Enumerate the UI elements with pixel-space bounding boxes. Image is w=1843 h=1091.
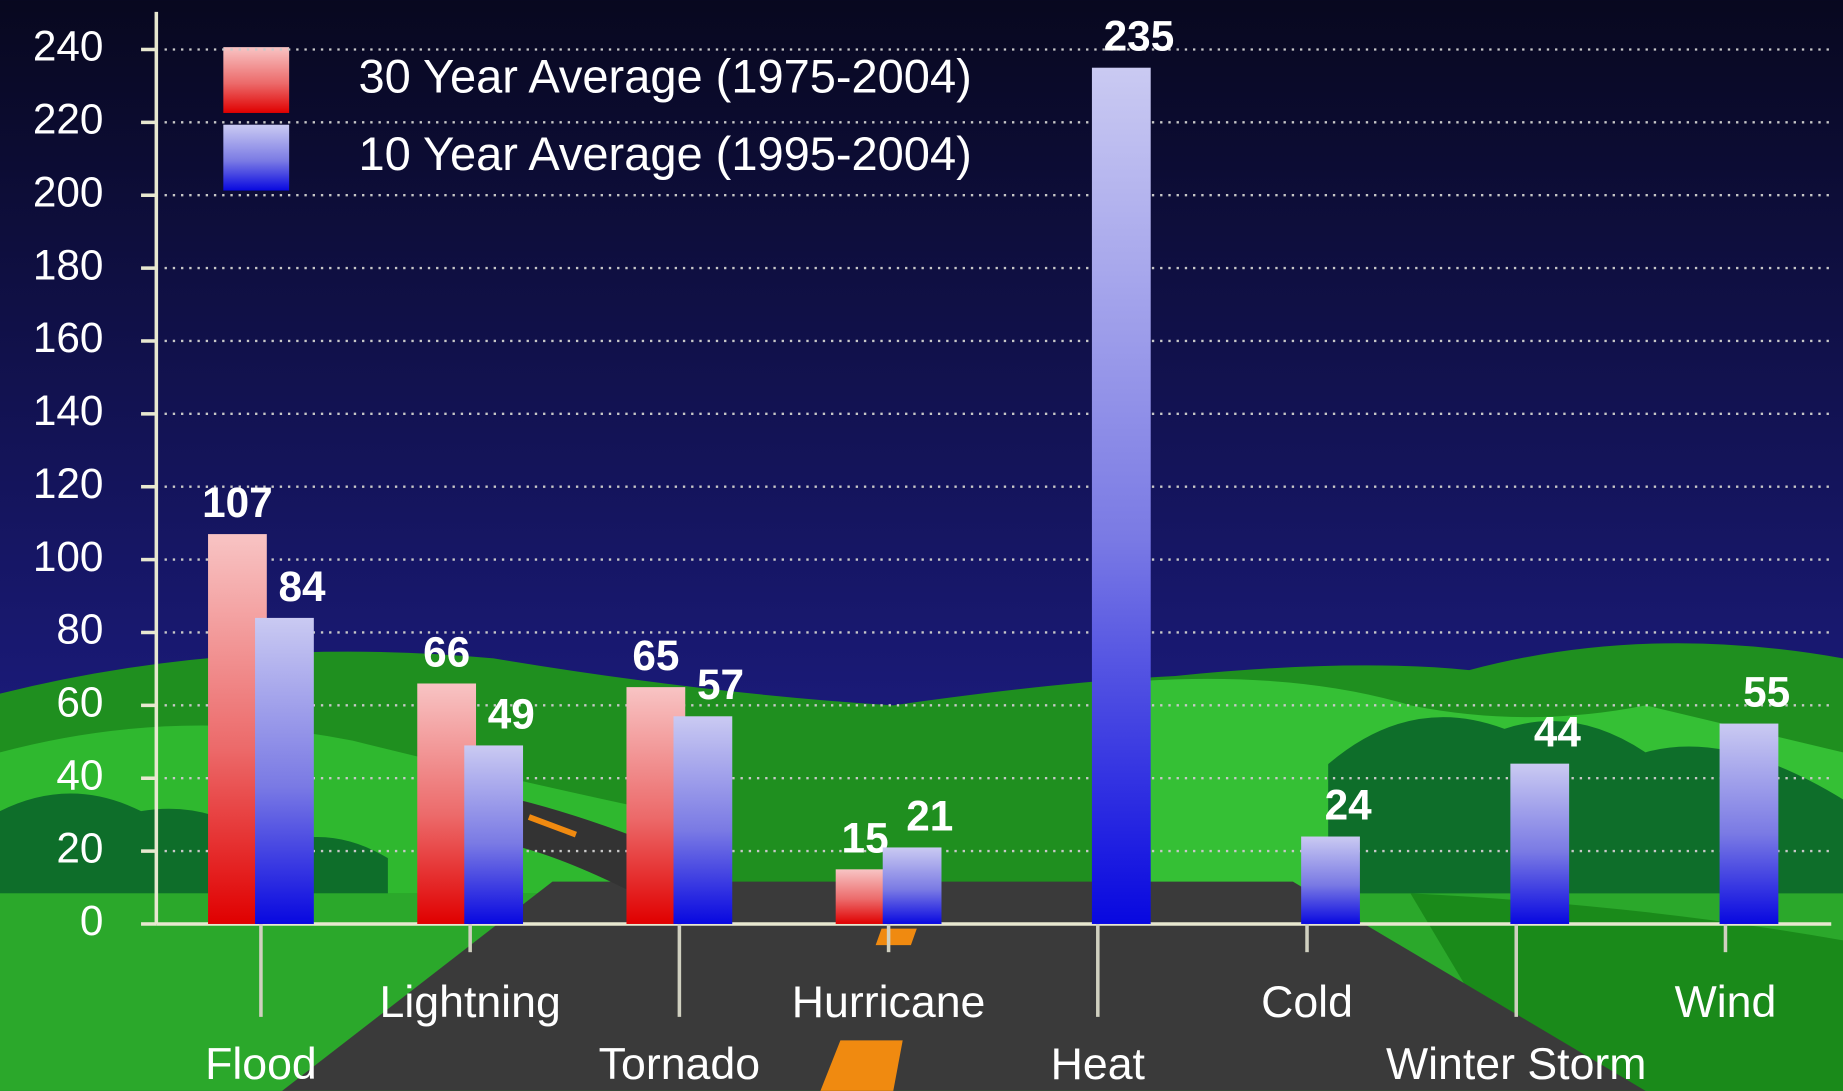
value-label: 84 [279,563,327,610]
x-tick-label: Heat [1051,1040,1146,1089]
x-tick-label: Wind [1675,978,1777,1027]
value-label: 15 [842,814,889,861]
value-label: 44 [1534,709,1582,756]
value-label: 57 [697,661,744,708]
x-tick-label: Flood [205,1040,317,1089]
y-tick-label: 0 [80,897,104,944]
value-label: 21 [906,792,953,839]
x-tick-label: Hurricane [792,978,986,1027]
value-label: 24 [1325,781,1373,828]
bar [1719,723,1779,924]
bar [673,716,733,924]
y-tick-label: 220 [33,96,104,143]
x-tick-label: Cold [1261,978,1353,1027]
y-tick-label: 100 [33,533,104,580]
legend-label: 30 Year Average (1975-2004) [358,49,971,102]
value-label: 235 [1104,13,1175,60]
y-tick-label: 60 [56,679,103,726]
y-tick-label: 80 [56,606,103,653]
legend-swatch [223,47,290,113]
legend: 30 Year Average (1975-2004) 10 Year Avera… [223,47,972,191]
bar [464,745,524,924]
bar [1091,67,1151,924]
y-tick-label: 120 [33,460,104,507]
x-tick-label: Lightning [380,978,561,1027]
y-tick-label: 240 [33,23,104,70]
value-label: 66 [423,628,470,675]
value-label: 49 [488,690,535,737]
bar [882,847,942,924]
bar [1510,763,1570,924]
y-tick-label: 160 [33,314,104,361]
x-tick-label: Winter Storm [1386,1040,1647,1089]
y-tick-label: 140 [33,387,104,434]
bar [1301,836,1360,924]
y-tick-label: 20 [56,824,103,871]
bar [255,617,314,924]
value-label: 55 [1743,669,1790,716]
value-label: 65 [632,632,679,679]
value-label: 107 [202,479,273,526]
legend-label: 10 Year Average (1995-2004) [358,127,971,180]
legend-swatch [223,124,290,191]
y-tick-label: 200 [33,168,104,215]
y-tick-label: 40 [56,751,103,798]
y-tick-label: 180 [33,241,104,288]
x-tick-label: Tornado [599,1040,760,1089]
